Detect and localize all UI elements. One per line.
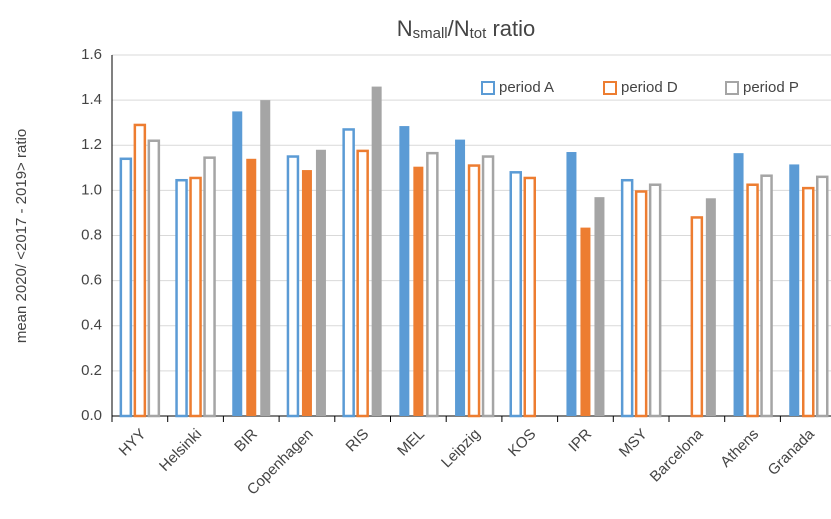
title-part: /N bbox=[448, 16, 470, 41]
bar bbox=[746, 183, 759, 418]
bar bbox=[189, 176, 202, 418]
bar bbox=[594, 197, 605, 416]
legend-swatch bbox=[481, 81, 495, 95]
x-tick-label: HYY bbox=[116, 426, 150, 460]
bar bbox=[816, 175, 829, 418]
x-tick-label: MEL bbox=[394, 426, 428, 460]
bar bbox=[342, 128, 355, 418]
y-axis-label: mean 2020/ <2017 - 2019> ratio bbox=[13, 129, 30, 343]
legend-label: period D bbox=[621, 79, 678, 96]
bar bbox=[426, 151, 439, 418]
y-tick-label: 1.6 bbox=[81, 46, 102, 63]
bar bbox=[789, 164, 800, 416]
bar bbox=[315, 149, 326, 416]
bar bbox=[203, 156, 216, 418]
x-tick-label: Helsinki bbox=[156, 426, 205, 475]
x-tick-label: MSY bbox=[616, 426, 651, 461]
y-tick-label: 1.0 bbox=[81, 181, 102, 198]
bar bbox=[413, 166, 424, 416]
bar bbox=[760, 174, 773, 418]
x-tick-label: Barcelona bbox=[647, 425, 707, 485]
x-tick-label: Granada bbox=[765, 425, 819, 479]
bar bbox=[147, 139, 161, 418]
bar bbox=[467, 164, 481, 418]
y-tick-label: 0.4 bbox=[81, 317, 102, 334]
legend-label: period A bbox=[499, 79, 554, 96]
bar bbox=[455, 139, 466, 416]
y-tick-label: 0.0 bbox=[81, 407, 102, 424]
bar bbox=[523, 176, 536, 418]
title-part: N bbox=[397, 16, 413, 41]
bar bbox=[232, 111, 243, 416]
x-tick-label: IPR bbox=[565, 426, 595, 456]
bar bbox=[175, 178, 188, 418]
x-tick-label: Leipzig bbox=[438, 426, 484, 472]
bar bbox=[648, 183, 662, 418]
legend-label: period P bbox=[743, 79, 799, 96]
bar bbox=[399, 126, 410, 417]
bar bbox=[371, 86, 382, 417]
bar bbox=[620, 178, 634, 418]
title-part: small bbox=[413, 25, 448, 42]
y-tick-label: 1.4 bbox=[81, 91, 102, 108]
y-tick-label: 0.8 bbox=[81, 226, 102, 243]
bar bbox=[119, 157, 133, 418]
legend-swatch bbox=[725, 81, 739, 95]
title-part: ratio bbox=[486, 16, 535, 41]
bar bbox=[481, 155, 495, 418]
bar bbox=[260, 100, 271, 416]
y-tick-label: 1.2 bbox=[81, 136, 102, 153]
bar bbox=[580, 227, 591, 416]
bar bbox=[705, 198, 716, 416]
x-tick-label: KOS bbox=[505, 426, 539, 460]
x-tick-label: RIS bbox=[343, 426, 373, 456]
bar bbox=[733, 153, 744, 416]
x-tick-label: BIR bbox=[231, 426, 261, 456]
legend-swatch bbox=[603, 81, 617, 95]
x-tick-label: Athens bbox=[717, 426, 762, 471]
chart-title: Nsmall/Ntot ratio bbox=[397, 16, 536, 42]
y-tick-label: 0.6 bbox=[81, 272, 102, 289]
bar bbox=[301, 170, 312, 416]
bar bbox=[356, 149, 369, 418]
bar bbox=[802, 186, 815, 418]
bar bbox=[133, 123, 147, 418]
title-part: tot bbox=[470, 25, 488, 42]
y-tick-label: 0.2 bbox=[81, 362, 102, 379]
bar bbox=[509, 171, 522, 418]
bar bbox=[286, 155, 300, 418]
bar bbox=[634, 190, 648, 418]
bar bbox=[566, 152, 577, 417]
bar bbox=[246, 158, 257, 416]
bar bbox=[690, 216, 704, 418]
